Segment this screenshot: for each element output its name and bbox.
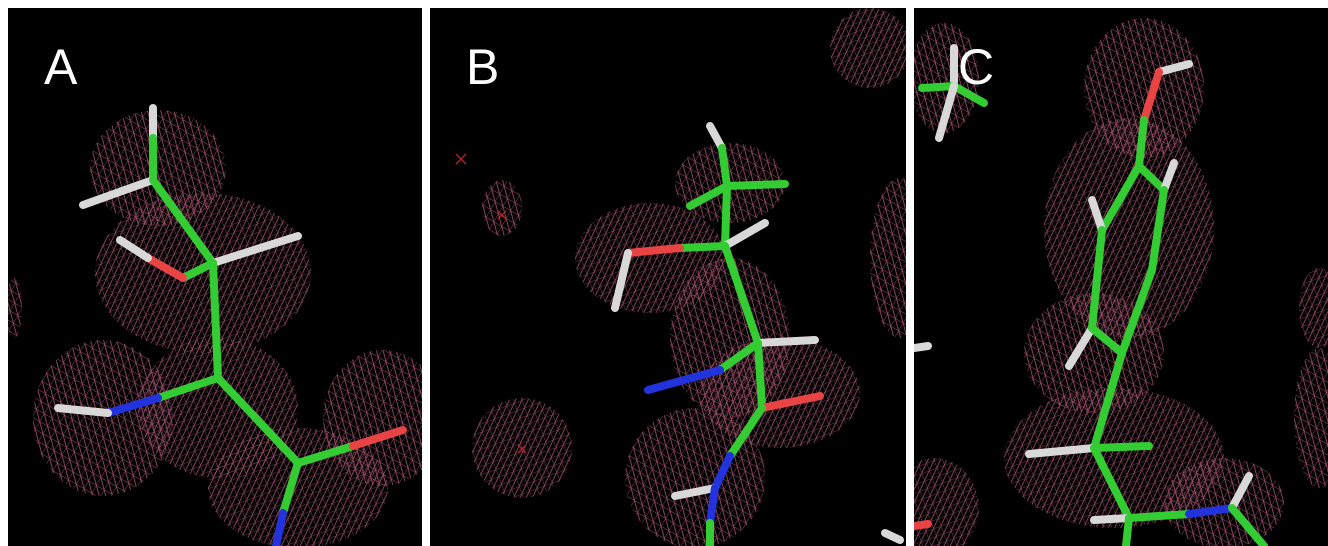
electron-density-map-b [455, 8, 906, 546]
water-markers-b [455, 153, 527, 454]
panel-a: A [8, 8, 422, 546]
panel-label-c: C [958, 39, 995, 95]
panel-label-a: A [44, 39, 78, 95]
electron-density-map-c [914, 18, 1328, 546]
electron-density-map-a [8, 104, 422, 546]
molecule-a [54, 104, 407, 546]
molecule-b [611, 122, 904, 546]
density-mesh-b [472, 8, 906, 546]
panel-label-b: B [466, 39, 500, 95]
molecule-c [914, 44, 1268, 546]
panel-c: C [914, 8, 1328, 546]
panel-b: B [430, 8, 906, 546]
density-mesh-a [8, 110, 422, 546]
